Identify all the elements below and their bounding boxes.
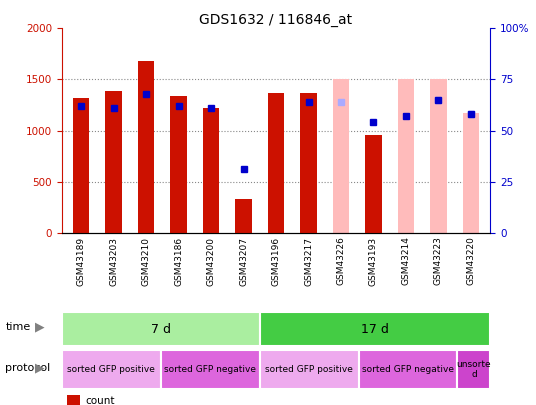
Text: GSM43207: GSM43207 bbox=[239, 237, 248, 286]
Text: GSM43226: GSM43226 bbox=[337, 237, 346, 286]
Text: sorted GFP positive: sorted GFP positive bbox=[265, 365, 353, 374]
Text: GSM43210: GSM43210 bbox=[142, 237, 151, 286]
Bar bbox=[366, 135, 382, 233]
Text: protocol: protocol bbox=[5, 362, 50, 373]
Bar bbox=[62, 350, 161, 389]
Text: GSM43200: GSM43200 bbox=[206, 237, 215, 286]
Text: GSM43220: GSM43220 bbox=[466, 237, 475, 286]
Text: sorted GFP negative: sorted GFP negative bbox=[362, 365, 454, 374]
Text: GSM43186: GSM43186 bbox=[174, 237, 183, 286]
Text: sorted GFP positive: sorted GFP positive bbox=[67, 365, 155, 374]
Bar bbox=[170, 96, 187, 233]
Bar bbox=[138, 61, 154, 233]
Bar bbox=[73, 98, 90, 233]
Bar bbox=[463, 113, 479, 233]
Text: GSM43223: GSM43223 bbox=[434, 237, 443, 286]
Bar bbox=[259, 312, 490, 346]
Text: sorted GFP negative: sorted GFP negative bbox=[164, 365, 256, 374]
Text: ▶: ▶ bbox=[35, 320, 44, 334]
Bar bbox=[457, 350, 490, 389]
Text: 7 d: 7 d bbox=[151, 322, 170, 336]
Text: ▶: ▶ bbox=[35, 361, 44, 374]
Text: GSM43196: GSM43196 bbox=[272, 237, 280, 286]
Bar bbox=[300, 93, 317, 233]
Text: GSM43189: GSM43189 bbox=[77, 237, 86, 286]
Text: GSM43193: GSM43193 bbox=[369, 237, 378, 286]
Text: count: count bbox=[86, 396, 115, 405]
Text: 17 d: 17 d bbox=[361, 322, 389, 336]
Bar bbox=[259, 350, 359, 389]
Bar bbox=[430, 79, 446, 233]
Bar bbox=[398, 79, 414, 233]
Text: GSM43203: GSM43203 bbox=[109, 237, 118, 286]
Text: GSM43217: GSM43217 bbox=[304, 237, 313, 286]
Bar bbox=[333, 79, 349, 233]
Bar bbox=[106, 91, 122, 233]
Bar bbox=[203, 108, 219, 233]
Bar bbox=[359, 350, 457, 389]
Text: time: time bbox=[5, 322, 31, 332]
Bar bbox=[235, 199, 252, 233]
Text: unsorte
d: unsorte d bbox=[457, 360, 492, 379]
Bar bbox=[268, 93, 284, 233]
Title: GDS1632 / 116846_at: GDS1632 / 116846_at bbox=[199, 13, 353, 27]
Bar bbox=[161, 350, 259, 389]
Bar bbox=[62, 312, 259, 346]
Text: GSM43214: GSM43214 bbox=[401, 237, 411, 286]
